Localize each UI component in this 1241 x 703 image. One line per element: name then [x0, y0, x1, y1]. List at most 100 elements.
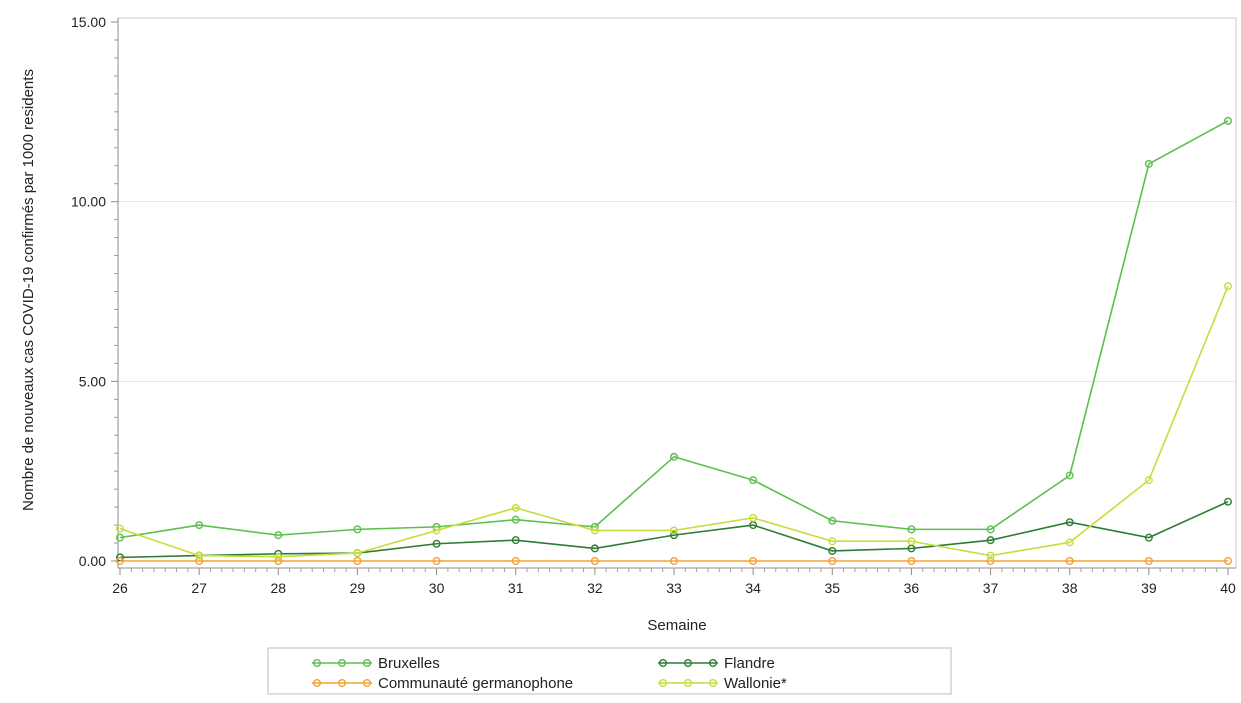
x-tick-label-7: 33: [666, 580, 682, 596]
x-tick-label-4: 30: [429, 580, 445, 596]
data-point: [907, 537, 916, 546]
legend-marker-1: [709, 659, 718, 668]
data-point: [1144, 557, 1153, 566]
legend-label-3: Wallonie*: [724, 675, 787, 692]
x-tick-label-2: 28: [270, 580, 286, 596]
legend: Bruxelles Flandre Communauté germanophone W…: [267, 647, 952, 695]
data-point: [353, 549, 362, 558]
data-point: [353, 525, 362, 534]
data-point: [432, 557, 441, 566]
data-point: [1065, 518, 1074, 527]
x-tick-label-12: 38: [1062, 580, 1078, 596]
data-point: [115, 533, 124, 542]
y-tick-label-1: 5.00: [79, 373, 106, 389]
data-point: [195, 521, 204, 530]
data-point: [590, 526, 599, 535]
legend-marker-2: [338, 679, 347, 688]
legend-marker-1: [659, 659, 668, 668]
x-tick-label-6: 32: [587, 580, 603, 596]
data-point: [195, 551, 204, 560]
data-point: [511, 536, 520, 545]
x-tick-label-13: 39: [1141, 580, 1157, 596]
x-tick-label-3: 29: [350, 580, 366, 596]
legend-label-2: Communauté germanophone: [378, 675, 573, 692]
data-point: [828, 537, 837, 546]
series-line-3: [119, 285, 1229, 558]
data-point: [670, 452, 679, 461]
data-point: [353, 557, 362, 566]
data-point: [511, 503, 520, 512]
data-point: [1065, 557, 1074, 566]
legend-marker-1: [684, 659, 693, 668]
data-point: [749, 557, 758, 566]
y-tick-label-0: 0.00: [79, 553, 106, 569]
data-point: [670, 557, 679, 566]
y-tick-label-3: 15.00: [71, 14, 106, 30]
data-point: [1223, 557, 1232, 566]
x-tick-label-10: 36: [904, 580, 920, 596]
legend-label-0: Bruxelles: [378, 655, 440, 672]
legend-marker-3: [659, 679, 668, 688]
legend-label-1: Flandre: [724, 655, 775, 672]
series-line-0: [119, 120, 1229, 539]
x-tick-label-8: 34: [745, 580, 761, 596]
series-line-1: [119, 500, 1229, 559]
data-point: [274, 531, 283, 540]
data-point: [1065, 471, 1074, 480]
data-point: [986, 557, 995, 566]
axes: 0.00 5.00 10.00 15.00 26 27 28 29 30 31 32 33 34 35 36…: [71, 14, 1236, 596]
data-point: [670, 526, 679, 535]
data-point: [749, 513, 758, 522]
data-point: [1144, 476, 1153, 485]
legend-marker-0: [363, 659, 372, 668]
x-tick-label-0: 26: [112, 580, 128, 596]
data-point: [986, 536, 995, 545]
data-point: [274, 557, 283, 566]
data-point: [1144, 159, 1153, 168]
data-point: [195, 557, 204, 566]
data-point: [1144, 533, 1153, 542]
legend-marker-2: [313, 679, 322, 688]
data-point: [749, 476, 758, 485]
legend-marker-0: [313, 659, 322, 668]
data-point: [1065, 538, 1074, 547]
legend-marker-2: [363, 679, 372, 688]
x-tick-label-14: 40: [1220, 580, 1236, 596]
data-point: [1223, 497, 1232, 506]
data-point: [590, 557, 599, 566]
gridlines: [118, 201, 1236, 382]
x-tick-label-5: 31: [508, 580, 524, 596]
data-point: [511, 515, 520, 524]
data-point: [986, 551, 995, 560]
data-point: [274, 552, 283, 561]
data-point: [590, 544, 599, 553]
y-axis-title: Nombre de nouveaux cas COVID-19 confirmé…: [20, 69, 37, 511]
data-point: [670, 531, 679, 540]
series-lines: [115, 116, 1232, 566]
x-axis-title: Semaine: [647, 617, 706, 634]
data-point: [986, 525, 995, 534]
data-point: [115, 557, 124, 566]
data-point: [907, 557, 916, 566]
data-point: [828, 516, 837, 525]
x-tick-label-9: 35: [824, 580, 840, 596]
legend-marker-0: [338, 659, 347, 668]
legend-marker-3: [709, 679, 718, 688]
legend-marker-3: [684, 679, 693, 688]
data-point: [907, 525, 916, 534]
data-point: [511, 557, 520, 566]
plot-frame: [117, 17, 1237, 569]
data-point: [828, 557, 837, 566]
data-point: [828, 546, 837, 555]
data-point: [1223, 282, 1232, 291]
x-tick-label-1: 27: [191, 580, 207, 596]
x-tick-label-11: 37: [983, 580, 999, 596]
data-point: [1223, 116, 1232, 125]
data-point: [432, 526, 441, 535]
data-point: [115, 524, 124, 533]
y-tick-label-2: 10.00: [71, 194, 106, 210]
legend-box: [267, 647, 952, 695]
data-point: [432, 539, 441, 548]
